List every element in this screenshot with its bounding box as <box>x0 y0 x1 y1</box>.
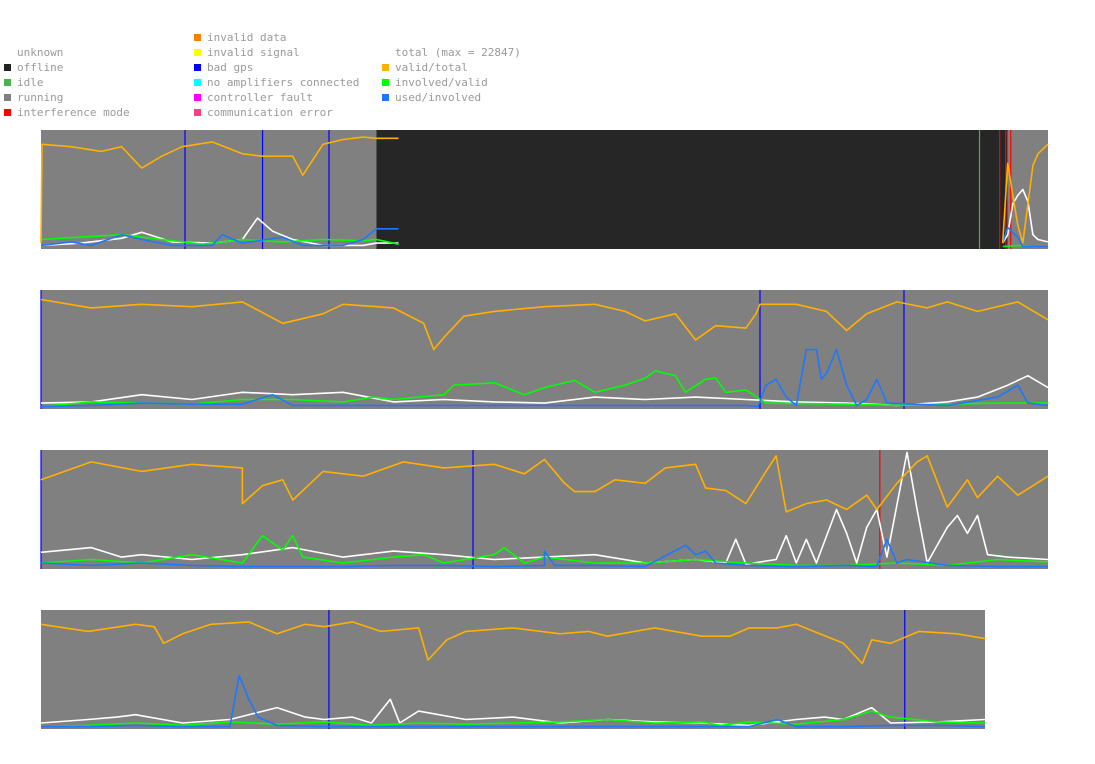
legend-swatch <box>194 94 201 101</box>
legend-item: bad gps <box>194 60 359 75</box>
legend-swatch <box>4 109 11 116</box>
legend-label: invalid data <box>207 31 287 44</box>
status-segment <box>41 130 377 249</box>
legend-swatch <box>194 79 201 86</box>
legend-item: total (max = 22847) <box>382 45 521 60</box>
series-line-valid-total <box>40 136 399 244</box>
series-line-involved-valid <box>40 233 399 245</box>
series-line-used-involved <box>40 228 399 247</box>
chart-panel-1 <box>40 130 1049 249</box>
legend-label: invalid signal <box>207 46 300 59</box>
legend-item: no amplifiers connected <box>194 75 359 90</box>
legend-swatch <box>194 34 201 41</box>
legend-item: running <box>4 90 130 105</box>
legend-label: controller fault <box>207 91 313 104</box>
legend-label: no amplifiers connected <box>207 76 360 89</box>
legend-swatch <box>382 79 389 86</box>
legend-swatch <box>4 64 11 71</box>
legend-label: offline <box>17 61 64 74</box>
legend-label: interference mode <box>17 106 130 119</box>
chart-panel-2 <box>40 290 1049 409</box>
legend-swatch <box>382 64 389 71</box>
series-line-used-involved <box>40 348 1049 408</box>
legend-item: controller fault <box>194 90 359 105</box>
series-line-total <box>40 217 399 247</box>
series-line-total <box>1002 188 1049 244</box>
legend-label: total (max = 22847) <box>395 46 521 59</box>
legend-swatch <box>4 79 11 86</box>
chart-panel-4 <box>40 610 986 729</box>
series-line-total <box>40 698 986 727</box>
legend-swatch <box>194 49 201 56</box>
legend-label: valid/total <box>395 61 468 74</box>
legend-item: interference mode <box>4 105 130 120</box>
legend-item: unknown <box>4 45 130 60</box>
series-line-involved-valid <box>40 710 986 728</box>
legend-label: used/involved <box>395 91 482 104</box>
status-segment <box>41 610 985 729</box>
legend-item: valid/total <box>382 60 521 75</box>
legend-item: invalid data <box>194 30 359 45</box>
legend-item: offline <box>4 60 130 75</box>
legend-label: running <box>17 91 64 104</box>
status-segment <box>41 290 1048 409</box>
series-line-involved-valid <box>40 370 1048 408</box>
legend-swatch <box>382 94 389 101</box>
chart-panel-3 <box>40 450 1049 569</box>
legend-item: involved/valid <box>382 75 521 90</box>
series-line-valid-total <box>40 621 986 665</box>
legend-label: unknown <box>17 46 64 59</box>
series-line-used-involved <box>41 674 986 728</box>
legend-label: involved/valid <box>395 76 488 89</box>
legend-column-status: unknown offline idle running interference mo… <box>4 45 130 120</box>
legend-swatch <box>194 109 201 116</box>
status-segment <box>376 130 399 249</box>
legend-item: used/involved <box>382 90 521 105</box>
legend-item: idle <box>4 75 130 90</box>
status-segment <box>1007 130 1048 249</box>
legend-label: communication error <box>207 106 333 119</box>
series-line-used-involved <box>1001 226 1048 248</box>
status-segment <box>398 130 1008 249</box>
legend-label: bad gps <box>207 61 254 74</box>
legend-item: communication error <box>194 105 359 120</box>
series-line-valid-total <box>40 455 1049 513</box>
series-line-valid-total <box>1001 143 1049 244</box>
legend-item: invalid signal <box>194 45 359 60</box>
series-line-valid-total <box>40 298 1049 351</box>
legend-swatch <box>4 94 11 101</box>
series-line-total <box>40 451 1049 566</box>
legend-swatch <box>194 64 201 71</box>
legend-label: idle <box>17 76 44 89</box>
series-line-total <box>40 374 1049 407</box>
series-line-used-involved <box>40 538 1048 568</box>
legend-column-errors: invalid data invalid signal bad gps no ampl… <box>194 30 359 120</box>
legend-column-ratios: total (max = 22847) valid/total involved/v… <box>382 45 521 105</box>
